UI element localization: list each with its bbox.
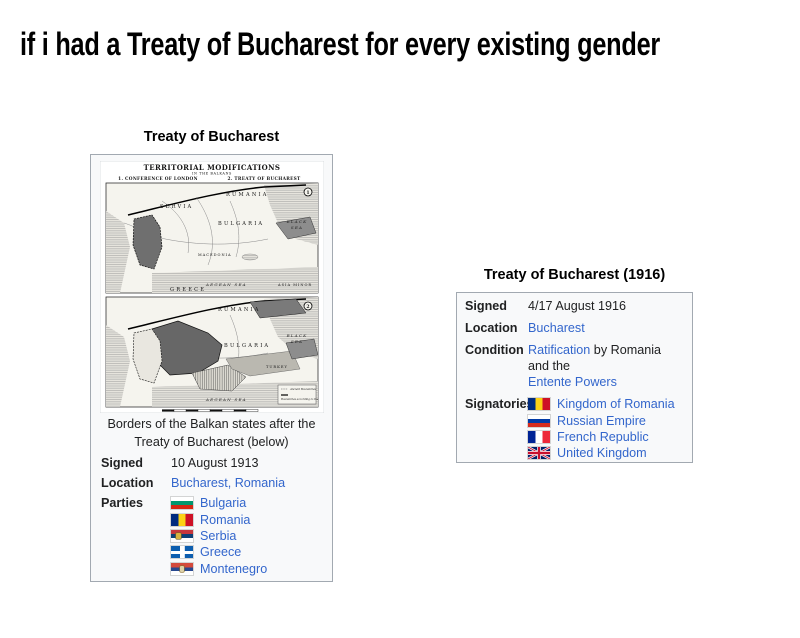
- map-panel-1: SERVIA RUMANIA BULGARIA BLACK SEA MACEDO…: [105, 183, 318, 293]
- signatory-item: Kingdom of Romania: [528, 396, 684, 412]
- infobox-1913-box: TERRITORIAL MODIFICATIONS IN THE BALKANS…: [90, 154, 333, 582]
- signatory-link-united-kingdom[interactable]: United Kingdom: [557, 446, 647, 461]
- map-legend-entry-1: Ancient Boundaries: [289, 387, 317, 391]
- montenegro-flag-icon: [171, 562, 193, 575]
- map-label-aegean-2: AEGEAN SEA: [205, 397, 247, 402]
- signatory-link-kingdom-of-italy[interactable]: Kingdom of Italy: [557, 462, 647, 463]
- party-link-bulgaria[interactable]: Bulgaria: [200, 496, 247, 511]
- france-flag-icon: [528, 430, 550, 443]
- party-link-greece[interactable]: Greece: [200, 545, 242, 560]
- map-label-sea-2: SEA: [290, 339, 302, 344]
- map-label-black-2: BLACK: [285, 333, 307, 338]
- map-scale-bar: [161, 409, 258, 412]
- map-label-macedonia: MACEDONIA: [198, 253, 232, 257]
- greece-flag-icon: [171, 546, 193, 559]
- balkan-map-image: TERRITORIAL MODIFICATIONS IN THE BALKANS…: [99, 161, 324, 413]
- signatory-link-kingdom-of-romania[interactable]: Kingdom of Romania: [557, 397, 675, 412]
- party-link-romania[interactable]: Romania: [200, 512, 251, 527]
- entente-powers-link[interactable]: Entente Powers: [528, 375, 617, 389]
- signatories-label: Signatories: [465, 397, 534, 411]
- uk-flag-icon: [528, 447, 550, 460]
- map-panel2-number: 2: [306, 304, 309, 310]
- party-item: Greece: [171, 544, 324, 560]
- map-label-sea-1: SEA: [290, 225, 302, 230]
- infobox-1913-title: Treaty of Bucharest: [143, 129, 280, 145]
- condition-row-1916: Condition Ratification by Romania and th…: [465, 342, 684, 390]
- signed-row-1913: Signed 10 August 1913: [91, 455, 332, 471]
- map-label-greece: GREECE: [170, 287, 206, 293]
- location-link-bucharest[interactable]: Bucharest: [528, 321, 585, 335]
- infobox-1916-title: Treaty of Bucharest (1916): [483, 267, 666, 283]
- location-row-1916: Location Bucharest: [465, 320, 684, 336]
- map-legend-left: 1. CONFERENCE OF LONDON: [118, 177, 198, 182]
- signatory-link-russian-empire[interactable]: Russian Empire: [557, 413, 646, 428]
- infobox-1913: Treaty of Bucharest TERRITORIAL MODIFICA…: [90, 129, 333, 582]
- signed-label: Signed: [101, 456, 143, 470]
- map-panel1-number: 1: [306, 190, 309, 196]
- party-item: Bulgaria: [171, 495, 324, 511]
- meme-title: if i had a Treaty of Bucharest for every…: [20, 26, 660, 62]
- party-item: Serbia: [171, 528, 324, 544]
- signatory-link-french-republic[interactable]: French Republic: [557, 429, 649, 444]
- signed-value: 4/17 August 1916: [528, 299, 627, 313]
- signatory-item: Kingdom of Italy: [528, 462, 684, 463]
- serbia-flag-icon: [171, 529, 193, 542]
- infobox-1916-box: Signed 4/17 August 1916 Location Buchare…: [456, 292, 693, 463]
- signatory-item: French Republic: [528, 429, 684, 445]
- party-item: Montenegro: [171, 561, 324, 577]
- party-link-montenegro[interactable]: Montenegro: [200, 561, 268, 576]
- map-heading: TERRITORIAL MODIFICATIONS: [143, 163, 280, 172]
- signed-label: Signed: [465, 299, 507, 313]
- map-label-black-1: BLACK: [285, 219, 307, 224]
- map-label-rumania-1: RUMANIA: [226, 192, 269, 198]
- map-label-turkey: TURKEY: [266, 365, 288, 369]
- map-label-bulgaria-1: BULGARIA: [218, 221, 264, 227]
- ratification-link[interactable]: Ratification: [528, 343, 591, 357]
- parties-row-1913: Parties Bulgaria Romania Serbia Greece: [91, 495, 332, 577]
- location-row-1913: Location Bucharest, Romania: [91, 475, 332, 491]
- signatories-row-1916: Signatories Kingdom of Romania Russian E…: [465, 396, 684, 463]
- condition-label: Condition: [465, 343, 524, 357]
- romania-flag-icon: [171, 513, 193, 526]
- party-link-serbia[interactable]: Serbia: [200, 528, 237, 543]
- map-label-bulgaria-2: BULGARIA: [224, 343, 270, 349]
- signed-row-1916: Signed 4/17 August 1916: [465, 298, 684, 314]
- party-item: Romania: [171, 511, 324, 527]
- location-label: Location: [465, 321, 518, 335]
- map-label-asia-minor: ASIA MINOR: [277, 283, 312, 287]
- infobox-1916: Treaty of Bucharest (1916) Signed 4/17 A…: [456, 267, 693, 463]
- romania-flag-icon: [528, 398, 550, 411]
- location-label: Location: [101, 476, 154, 490]
- signatory-item: United Kingdom: [528, 445, 684, 461]
- condition-text: by Romania and the: [528, 343, 662, 373]
- signatory-item: Russian Empire: [528, 412, 684, 428]
- parties-label: Parties: [101, 496, 144, 510]
- map-label-servia: SERVIA: [160, 204, 193, 210]
- signed-value: 10 August 1913: [171, 456, 259, 470]
- map-subheading: IN THE BALKANS: [192, 172, 232, 176]
- location-link-bucharest-romania[interactable]: Bucharest, Romania: [171, 476, 286, 490]
- russia-flag-icon: [528, 414, 550, 427]
- map-legend-right: 2. TREATY OF BUCHAREST: [227, 177, 301, 182]
- infobox-1913-caption: Borders of the Balkan states after the T…: [107, 417, 316, 449]
- bulgaria-flag-icon: [171, 497, 193, 510]
- map-label-rumania-2: RUMANIA: [218, 307, 261, 313]
- map-label-aegean-1: AEGEAN SEA: [205, 282, 247, 287]
- map-legend-entry-2: Boundaries according to the Treaty of Bu…: [280, 397, 324, 401]
- map-panel-2: RUMANIA BULGARIA BLACK SEA TURKEY AEGEAN…: [105, 297, 324, 407]
